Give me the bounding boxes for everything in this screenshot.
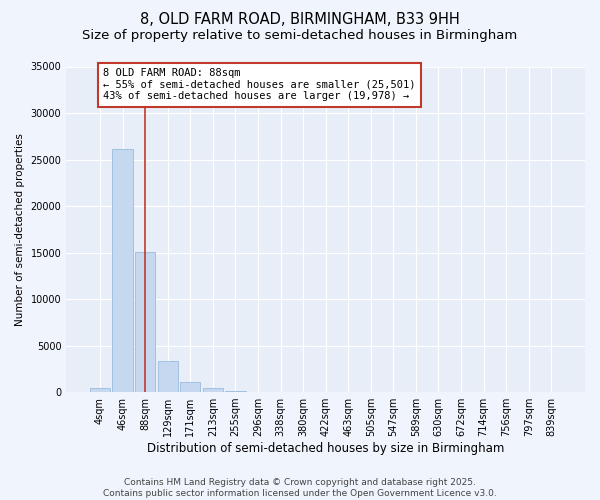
Bar bbox=[135, 252, 155, 392]
Text: Contains HM Land Registry data © Crown copyright and database right 2025.
Contai: Contains HM Land Registry data © Crown c… bbox=[103, 478, 497, 498]
Y-axis label: Number of semi-detached properties: Number of semi-detached properties bbox=[15, 133, 25, 326]
Bar bbox=[203, 388, 223, 392]
Text: 8 OLD FARM ROAD: 88sqm
← 55% of semi-detached houses are smaller (25,501)
43% of: 8 OLD FARM ROAD: 88sqm ← 55% of semi-det… bbox=[103, 68, 416, 102]
Text: Size of property relative to semi-detached houses in Birmingham: Size of property relative to semi-detach… bbox=[82, 29, 518, 42]
Bar bbox=[158, 362, 178, 392]
X-axis label: Distribution of semi-detached houses by size in Birmingham: Distribution of semi-detached houses by … bbox=[147, 442, 505, 455]
Bar bbox=[112, 150, 133, 392]
Bar bbox=[90, 388, 110, 392]
Bar bbox=[180, 382, 200, 392]
Text: 8, OLD FARM ROAD, BIRMINGHAM, B33 9HH: 8, OLD FARM ROAD, BIRMINGHAM, B33 9HH bbox=[140, 12, 460, 28]
Bar bbox=[225, 391, 245, 392]
